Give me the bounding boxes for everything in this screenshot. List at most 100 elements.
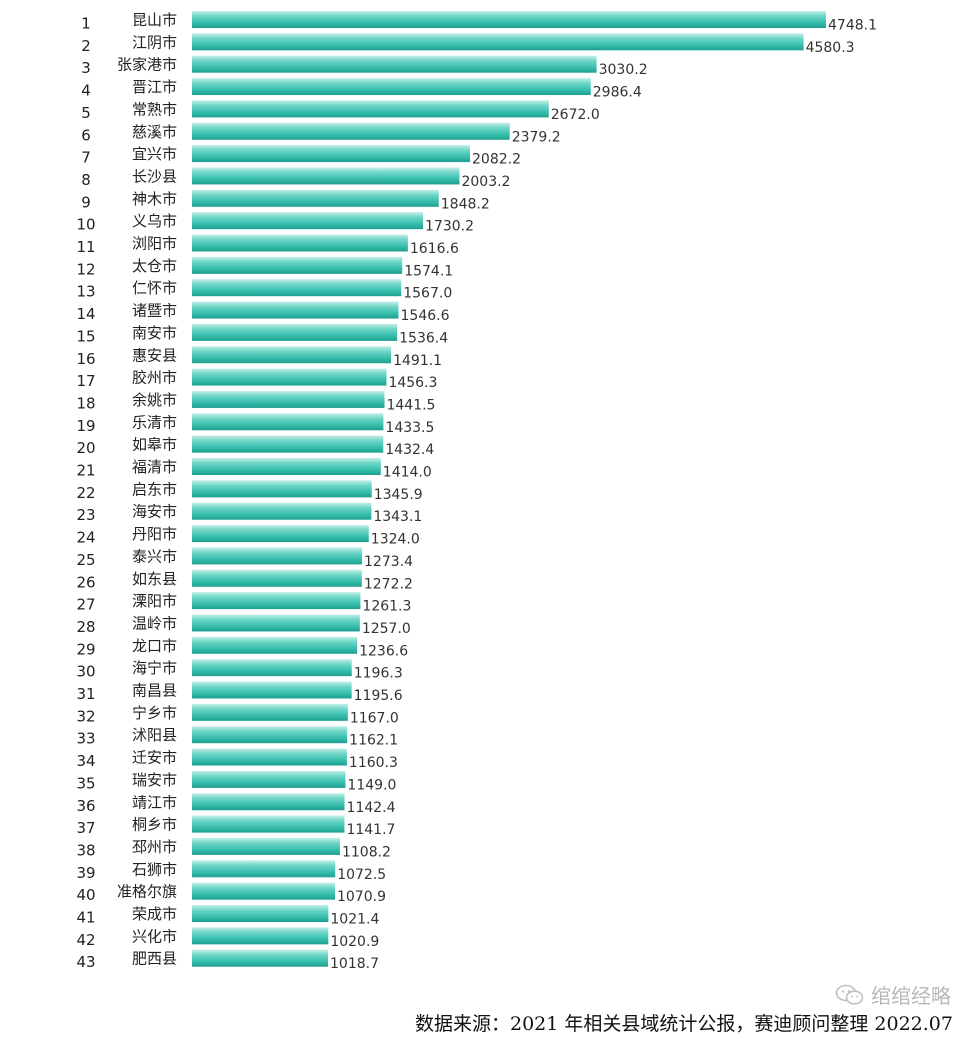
bar xyxy=(192,860,336,878)
rank-label: 34 xyxy=(76,752,95,770)
rank-label: 37 xyxy=(76,819,95,837)
bar xyxy=(192,614,360,632)
value-label: 1261.3 xyxy=(362,599,411,615)
bar xyxy=(192,33,804,51)
value-label: 1433.5 xyxy=(385,420,434,436)
rank-label: 3 xyxy=(81,59,91,77)
bar xyxy=(192,703,348,721)
rank-label: 22 xyxy=(76,484,95,502)
bar xyxy=(192,837,340,855)
value-label: 1848.2 xyxy=(441,196,490,212)
bar xyxy=(192,793,345,811)
category-label: 惠安县 xyxy=(132,346,177,364)
value-label: 1160.3 xyxy=(349,755,398,771)
chart-footer: 绾绾经略 数据来源：2021 年相关县域统计公报，赛迪顾问整理 2022.07 xyxy=(0,984,979,1039)
bar xyxy=(192,279,402,297)
bar xyxy=(192,949,329,967)
category-label: 准格尔旗 xyxy=(117,883,177,901)
category-label: 海安市 xyxy=(132,503,177,521)
value-label: 1536.4 xyxy=(399,330,448,346)
value-label: 1324.0 xyxy=(371,532,420,548)
category-label: 晋江市 xyxy=(132,78,177,96)
category-label: 长沙县 xyxy=(132,167,177,185)
rank-label: 25 xyxy=(76,551,95,569)
bar xyxy=(192,592,361,610)
value-label: 1441.5 xyxy=(386,397,435,413)
category-label: 桐乡市 xyxy=(132,816,177,834)
category-label: 靖江市 xyxy=(132,793,177,811)
category-label: 宁乡市 xyxy=(132,704,177,722)
value-label: 2986.4 xyxy=(593,85,642,101)
value-label: 1491.1 xyxy=(393,353,442,369)
value-label: 1018.7 xyxy=(330,956,379,972)
value-label: 2672.0 xyxy=(551,107,600,123)
category-label: 启东市 xyxy=(132,480,177,498)
rank-label: 19 xyxy=(76,417,95,435)
rank-label: 39 xyxy=(76,864,95,882)
category-label: 肥西县 xyxy=(132,950,177,968)
rank-label: 30 xyxy=(76,663,95,681)
rank-labels: 1234567891011121314151617181920212223242… xyxy=(76,15,95,972)
bar xyxy=(192,413,384,431)
rank-label: 36 xyxy=(76,797,95,815)
category-label: 迁安市 xyxy=(132,749,177,767)
bar xyxy=(192,748,347,766)
value-label: 1162.1 xyxy=(349,733,398,749)
category-label: 如东县 xyxy=(132,570,177,588)
wechat-icon xyxy=(835,984,864,1005)
value-label: 2379.2 xyxy=(512,129,561,145)
rank-label: 29 xyxy=(76,640,95,658)
rank-label: 41 xyxy=(76,909,95,927)
value-label: 1574.1 xyxy=(404,263,453,279)
rank-label: 28 xyxy=(76,618,95,636)
category-label: 如皋市 xyxy=(132,436,177,454)
bar xyxy=(192,659,352,677)
value-label: 1070.9 xyxy=(337,889,386,905)
rank-label: 15 xyxy=(76,327,95,345)
category-label: 兴化市 xyxy=(132,927,177,945)
bar xyxy=(192,145,471,163)
category-label: 昆山市 xyxy=(132,11,177,29)
rank-label: 16 xyxy=(76,350,95,368)
category-label: 南安市 xyxy=(132,324,177,342)
bar xyxy=(192,346,392,364)
rank-label: 23 xyxy=(76,506,95,524)
category-label: 沭阳县 xyxy=(132,726,177,744)
bar xyxy=(192,301,399,319)
rank-label: 42 xyxy=(76,931,95,949)
rank-label: 6 xyxy=(81,126,91,144)
rank-label: 8 xyxy=(81,171,91,189)
bar xyxy=(192,681,352,699)
bar xyxy=(192,547,363,565)
value-label: 2082.2 xyxy=(472,152,521,168)
value-label: 1456.3 xyxy=(388,375,437,391)
value-label: 1236.6 xyxy=(359,643,408,659)
value-label: 1567.0 xyxy=(403,286,452,302)
value-label: 1020.9 xyxy=(330,934,379,950)
category-label: 丹阳市 xyxy=(132,525,177,543)
bar xyxy=(192,189,439,207)
category-label: 浏阳市 xyxy=(132,235,177,253)
watermark-text: 绾绾经略 xyxy=(871,984,951,1008)
bar xyxy=(192,905,329,922)
bar xyxy=(192,480,372,498)
rank-label: 24 xyxy=(76,529,95,547)
category-label: 乐清市 xyxy=(132,413,177,431)
value-label: 1273.4 xyxy=(364,554,413,570)
watermark: 绾绾经略 xyxy=(835,980,951,1009)
value-label: 1730.2 xyxy=(425,219,474,235)
value-label: 2003.2 xyxy=(461,174,510,190)
source-note: 数据来源：2021 年相关县域统计公报，赛迪顾问整理 2022.07 xyxy=(414,1013,953,1035)
category-label: 江阴市 xyxy=(132,33,177,51)
category-label: 荣成市 xyxy=(132,905,177,923)
rank-label: 2 xyxy=(81,37,91,55)
category-labels: 昆山市江阴市张家港市晋江市常熟市慈溪市宜兴市长沙县神木市义乌市浏阳市太仓市仁怀市… xyxy=(117,11,177,968)
category-label: 胶州市 xyxy=(132,369,177,387)
category-label: 太仓市 xyxy=(132,257,177,275)
value-label: 1432.4 xyxy=(385,442,434,458)
rank-label: 1 xyxy=(81,15,91,33)
bar xyxy=(192,390,385,408)
bar xyxy=(192,256,403,274)
value-label: 1546.6 xyxy=(401,308,450,324)
bar xyxy=(192,212,424,230)
